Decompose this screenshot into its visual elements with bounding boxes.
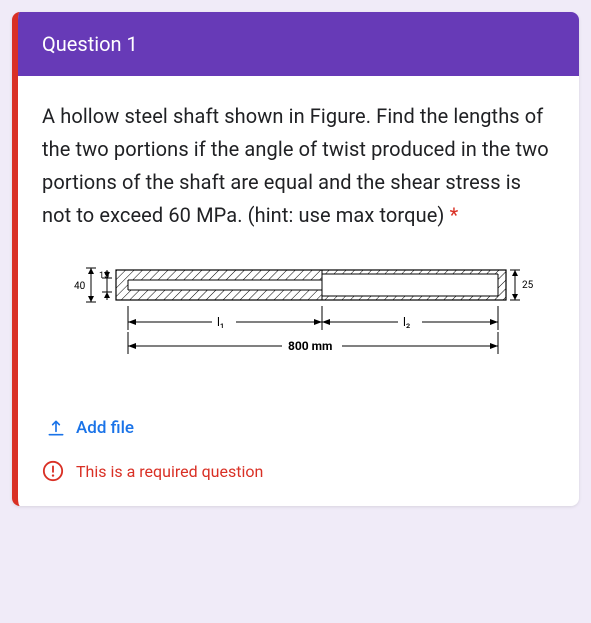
dim-15: 15: [99, 271, 109, 281]
dim-40: 40: [74, 281, 86, 292]
dim-l1: l₁: [217, 315, 224, 329]
required-asterisk: *: [450, 203, 459, 227]
upload-icon: [46, 418, 66, 438]
question-header: Question 1: [18, 12, 579, 76]
shaft-figure: 40 15: [42, 260, 555, 384]
question-text-content: A hollow steel shaft shown in Figure. Fi…: [42, 104, 549, 227]
question-card: Question 1 A hollow steel shaft shown in…: [12, 12, 579, 506]
question-text: A hollow steel shaft shown in Figure. Fi…: [42, 100, 555, 232]
dim-25: 25: [522, 280, 534, 291]
error-icon: [42, 460, 64, 482]
dim-total: 800 mm: [288, 339, 332, 353]
question-body: A hollow steel shaft shown in Figure. Fi…: [18, 76, 579, 506]
add-file-button[interactable]: Add file: [42, 410, 138, 446]
error-text: This is a required question: [76, 462, 263, 481]
shaft-diagram: 40 15: [42, 260, 542, 380]
add-file-label: Add file: [76, 418, 134, 438]
error-message: This is a required question: [42, 460, 555, 482]
question-number: Question 1: [42, 32, 138, 56]
dim-l2: l₂: [403, 315, 410, 329]
